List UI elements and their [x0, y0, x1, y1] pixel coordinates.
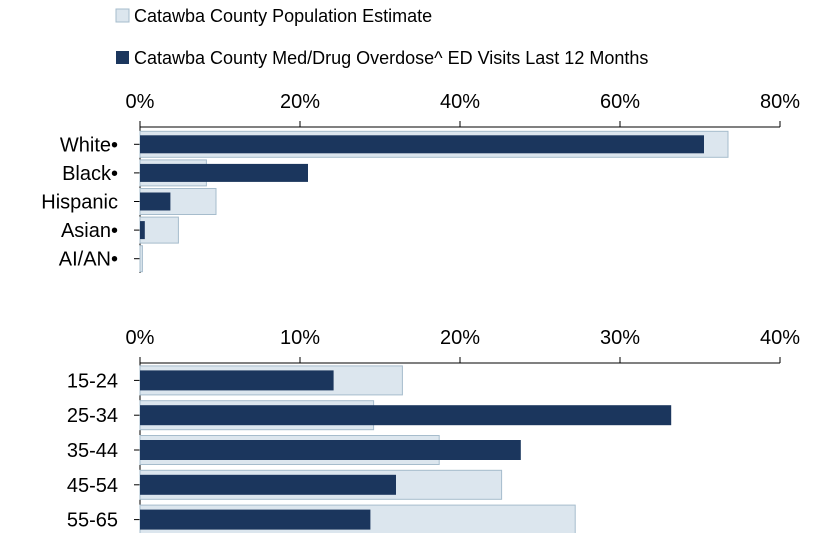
race-chart-panel: 0% 20% 40% 60% 80% White• Black• Hispanic Asian•…	[41, 91, 800, 273]
category-label: White•	[60, 134, 118, 156]
category-label: Asian•	[61, 220, 118, 242]
legend-label-ed-visits: Catawba County Med/Drug Overdose^ ED Vis…	[134, 48, 648, 68]
x-tick-label: 30%	[600, 327, 640, 349]
x-tick-label: 0%	[126, 327, 155, 349]
category-label: 15-24	[67, 370, 118, 392]
ed-visits-bar	[140, 370, 334, 391]
legend-label-population: Catawba County Population Estimate	[134, 6, 432, 26]
population-bar	[139, 245, 143, 273]
ed-visits-bar	[140, 135, 704, 154]
ed-visits-bar	[140, 509, 371, 530]
ed-visits-bar	[140, 440, 521, 460]
legend: Catawba County Population Estimate Cataw…	[115, 6, 648, 68]
ed-visits-bar	[140, 405, 672, 426]
x-tick-label: 60%	[600, 91, 640, 113]
x-tick-label: 40%	[440, 91, 480, 113]
x-tick-label: 0%	[126, 91, 155, 113]
legend-swatch-population	[115, 8, 130, 23]
x-tick-label: 20%	[280, 91, 320, 113]
legend-swatch-ed-visits	[116, 51, 129, 64]
category-label: 35-44	[67, 440, 118, 462]
category-label: 45-54	[67, 475, 118, 497]
category-label: Black•	[62, 163, 118, 185]
ed-visits-bar	[140, 192, 171, 211]
category-label: Hispanic	[41, 192, 118, 214]
x-tick-label: 40%	[760, 327, 800, 349]
ed-visits-bar	[140, 163, 308, 182]
category-label: 25-34	[67, 405, 118, 427]
ed-visits-bar	[140, 474, 396, 495]
x-tick-label: 10%	[280, 327, 320, 349]
category-label: AI/AN•	[59, 249, 118, 271]
x-tick-label: 80%	[760, 91, 800, 113]
age-chart-panel: 0% 10% 20% 30% 40% 15-24 25-34 35-44 45-54 55-65	[67, 327, 800, 533]
category-label: 55-65	[67, 510, 118, 532]
x-tick-label: 20%	[440, 327, 480, 349]
ed-visits-bar	[140, 221, 145, 240]
population-bar	[139, 216, 179, 244]
